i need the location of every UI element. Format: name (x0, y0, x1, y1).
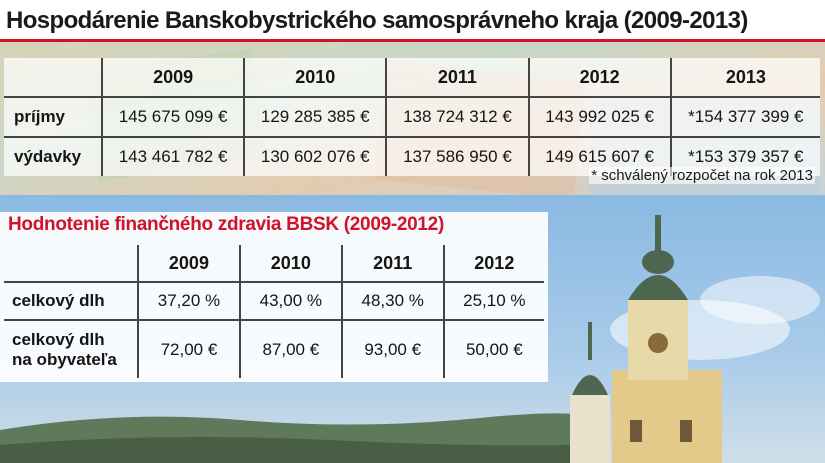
label-line: na obyvateľa (12, 349, 117, 369)
budget-year-2011: 2011 (385, 58, 529, 97)
budget-header-row: 2009 2010 2011 2012 2013 (4, 58, 820, 97)
budget-year-2012: 2012 (527, 58, 671, 97)
debt-2010: 43,00 % (238, 282, 342, 320)
health-header-row: 2009 2010 2011 2012 (4, 245, 544, 282)
income-2012: 143 992 025 € (527, 97, 671, 137)
health-year-2009: 2009 (137, 245, 240, 282)
label-line: celkový dlh (12, 329, 105, 349)
debt-per-capita-2010: 87,00 € (238, 320, 342, 378)
table-row: celkový dlh na obyvateľa 72,00 € 87,00 €… (4, 320, 544, 378)
health-table-title: Hodnotenie finančného zdravia BBSK (2009… (8, 214, 444, 235)
title-rule (0, 39, 825, 42)
page-title: Hospodárenie Banskobystrického samospráv… (6, 7, 748, 34)
expenses-2009: 143 461 782 € (100, 137, 245, 176)
expenses-2010: 130 602 076 € (243, 137, 387, 176)
table-row: príjmy 145 675 099 € 129 285 385 € 138 7… (4, 97, 820, 137)
row-label-total-debt: celkový dlh (4, 282, 138, 320)
row-label-income: príjmy (14, 107, 66, 126)
income-2013: *154 377 399 € (669, 97, 820, 137)
debt-2011: 48,30 % (340, 282, 444, 320)
table-row: celkový dlh 37,20 % 43,00 % 48,30 % 25,1… (4, 282, 544, 320)
debt-per-capita-2009: 72,00 € (137, 320, 240, 378)
health-year-2012: 2012 (442, 245, 544, 282)
debt-per-capita-2012: 50,00 € (442, 320, 544, 378)
debt-2009: 37,20 % (137, 282, 240, 320)
health-table: 2009 2010 2011 2012 celkový dlh 37,20 % … (4, 245, 544, 378)
expenses-2011: 137 586 950 € (385, 137, 529, 176)
health-corner-cell (4, 245, 138, 282)
income-2010: 129 285 385 € (243, 97, 387, 137)
income-2009: 145 675 099 € (100, 97, 245, 137)
row-label-expenses: výdavky (14, 147, 82, 166)
budget-year-2010: 2010 (243, 58, 387, 97)
row-label-debt-per-capita: celkový dlh na obyvateľa (4, 320, 138, 378)
income-2011: 138 724 312 € (385, 97, 529, 137)
debt-2012: 25,10 % (442, 282, 544, 320)
budget-corner-cell (4, 58, 102, 97)
health-year-2010: 2010 (238, 245, 342, 282)
debt-per-capita-2011: 93,00 € (340, 320, 444, 378)
budget-year-2009: 2009 (100, 58, 245, 97)
health-year-2011: 2011 (340, 245, 444, 282)
label-line: celkový dlh (12, 291, 105, 310)
budget-footnote: * schválený rozpočet na rok 2013 (589, 167, 815, 184)
budget-table: 2009 2010 2011 2012 2013 príjmy 145 675 … (4, 58, 820, 176)
budget-year-2013: 2013 (669, 58, 820, 97)
